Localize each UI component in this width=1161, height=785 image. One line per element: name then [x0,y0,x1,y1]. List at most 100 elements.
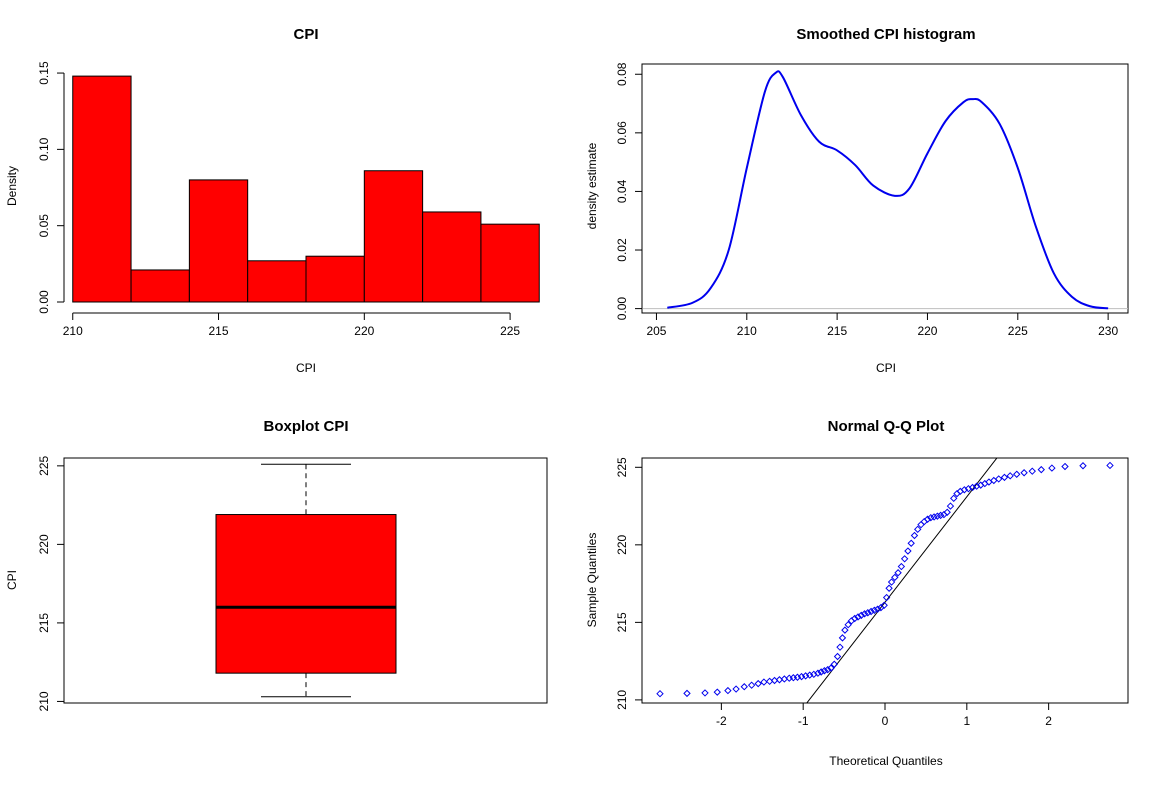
density-x-tick-label: 210 [737,324,757,338]
qq-point [882,593,891,602]
qq-point [713,688,721,696]
boxplot-y-label: CPI [5,570,19,590]
histogram-bar [363,170,424,303]
density-y-tick-label: 0.02 [615,238,629,262]
qq-point [891,573,899,582]
qq-point [904,547,912,555]
qq-point [754,679,762,688]
boxplot-title: Boxplot CPI [264,418,349,435]
density-axes: 205 210 215 220 225 230 0.00 0.02 0.04 0.06 0.08 [615,62,1118,338]
qq-x-tick-label: 2 [1045,714,1052,728]
qq-y-tick-label: 215 [615,612,629,632]
qq-point [923,515,932,523]
density-x-tick-label: 205 [646,324,666,338]
qq-point [824,665,832,674]
histogram-panel: CPI CPI Density 210 215 220 225 0.00 0.05 0.10… [5,26,540,375]
qq-point [960,486,969,494]
qq-point [907,539,915,547]
boxplot-y-tick-label: 220 [37,534,51,554]
qq-point [1061,462,1069,471]
qq-x-label: Theoretical Quantiles [829,754,942,768]
density-y-tick-label: 0.08 [615,62,629,86]
qq-points [656,461,1114,698]
qq-panel: Normal Q-Q Plot Theoretical Quantiles Sa… [585,418,1129,768]
histogram-y-tick-label: 0.15 [37,61,51,85]
qq-point [880,601,888,610]
histogram-bars [72,75,540,303]
histogram-y-tick-label: 0.05 [37,214,51,238]
qq-point [1013,470,1021,478]
qq-point [656,689,664,698]
density-x-tick-label: 220 [917,324,937,338]
histogram-x-tick-label: 210 [63,324,83,338]
histogram-y-tick-label: 0.00 [37,290,51,314]
qq-y-tick-label: 220 [615,535,629,555]
density-title: Smoothed CPI histogram [796,26,975,43]
qq-point [1020,469,1028,477]
histogram-x-tick-label: 220 [354,324,374,338]
qq-point [701,689,709,697]
qq-point [943,508,951,516]
histogram-bar [247,260,307,303]
qq-x-tick-label: 0 [882,714,889,728]
qq-point [827,664,835,672]
qq-point [1006,472,1014,480]
qq-point [732,685,740,693]
histogram-bar [305,255,365,303]
qq-point [817,668,825,676]
qq-point [844,620,852,629]
density-curve [667,70,1109,310]
qq-x-tick-label: -1 [798,714,809,728]
qq-point [1079,462,1087,470]
qq-point [933,512,942,520]
qq-y-tick-label: 225 [615,457,629,477]
qq-point [917,520,925,529]
histogram-bar [422,211,482,303]
histogram-y-tick-label: 0.10 [37,137,51,161]
boxplot-y-tick-label: 225 [37,456,51,476]
qq-point [887,578,896,586]
histogram-y-label: Density [5,166,19,206]
qq-point [833,652,842,661]
density-x-label: CPI [876,361,896,375]
qq-point [830,660,838,668]
qq-point [820,667,829,675]
histogram-x-tick-label: 225 [500,324,520,338]
qq-point [950,494,958,503]
qq-plot-box [641,457,1129,704]
qq-point [814,669,822,677]
boxplot-y-tick-label: 210 [37,691,51,711]
qq-point [760,678,768,686]
qq-point [836,643,844,651]
qq-point [1106,461,1114,470]
qq-point [995,475,1003,483]
density-x-tick-label: 225 [1008,324,1028,338]
histogram-bar [130,269,190,303]
boxplot-box [215,514,397,674]
qq-point [854,613,862,621]
qq-point [857,611,865,620]
histogram-bar [480,223,540,303]
histogram-bar [72,75,132,303]
qq-point [841,626,849,634]
qq-point [897,562,906,571]
qq-point [927,513,935,522]
boxplot-box-group [215,463,397,698]
histogram-axes: 210 215 220 225 0.00 0.05 0.10 0.15 [37,61,520,338]
qq-y-label: Sample Quantiles [585,533,599,628]
qq-point [900,555,909,563]
qq-point [747,681,756,689]
qq-point [1000,473,1009,482]
qq-point [1028,467,1036,475]
qq-reference-line [806,458,998,703]
qq-title: Normal Q-Q Plot [828,418,945,435]
qq-point [838,634,847,642]
qq-axes: -2 -1 0 1 2 210 215 220 225 [615,457,1052,728]
density-y-label: density estimate [585,142,599,229]
histogram-bar [188,179,249,303]
qq-point [870,606,879,614]
density-y-tick-label: 0.00 [615,297,629,321]
qq-point [914,525,922,534]
histogram-x-label: CPI [296,361,316,375]
density-panel: Smoothed CPI histogram CPI density estim… [585,26,1129,375]
